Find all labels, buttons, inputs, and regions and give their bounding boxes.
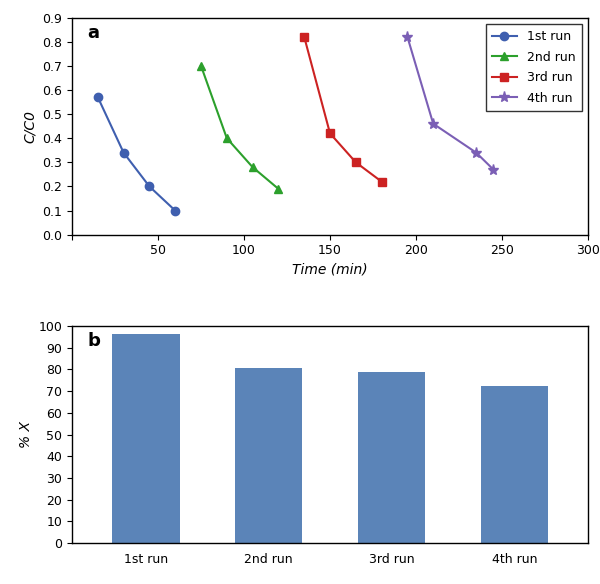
Line: 3rd run: 3rd run — [300, 33, 386, 186]
3rd run — [326, 130, 334, 137]
X-axis label: Time (min): Time (min) — [292, 263, 368, 277]
Legend: 1st run, 2nd run, 3rd run, 4th run: 1st run, 2nd run, 3rd run, 4th run — [485, 24, 582, 111]
1st run — [172, 207, 179, 214]
4th run — [490, 166, 497, 173]
3rd run — [352, 159, 359, 166]
Y-axis label: C/C0: C/C0 — [23, 110, 37, 142]
1st run — [94, 93, 101, 100]
Bar — [358, 371, 425, 543]
Line: 2nd run: 2nd run — [197, 62, 283, 193]
Y-axis label: % X: % X — [19, 421, 33, 448]
Bar — [481, 385, 548, 543]
3rd run — [378, 178, 385, 185]
Line: 1st run: 1st run — [94, 93, 179, 215]
1st run — [146, 183, 153, 190]
2nd run — [249, 164, 256, 171]
Text: b: b — [88, 332, 100, 350]
4th run — [473, 149, 480, 156]
Line: 4th run: 4th run — [402, 32, 499, 175]
2nd run — [223, 135, 230, 142]
Text: a: a — [88, 24, 100, 42]
Bar — [235, 369, 302, 543]
4th run — [404, 33, 411, 40]
4th run — [430, 120, 437, 127]
Bar — [112, 333, 179, 543]
2nd run — [275, 185, 282, 192]
2nd run — [197, 62, 205, 69]
1st run — [120, 149, 127, 156]
3rd run — [301, 33, 308, 40]
